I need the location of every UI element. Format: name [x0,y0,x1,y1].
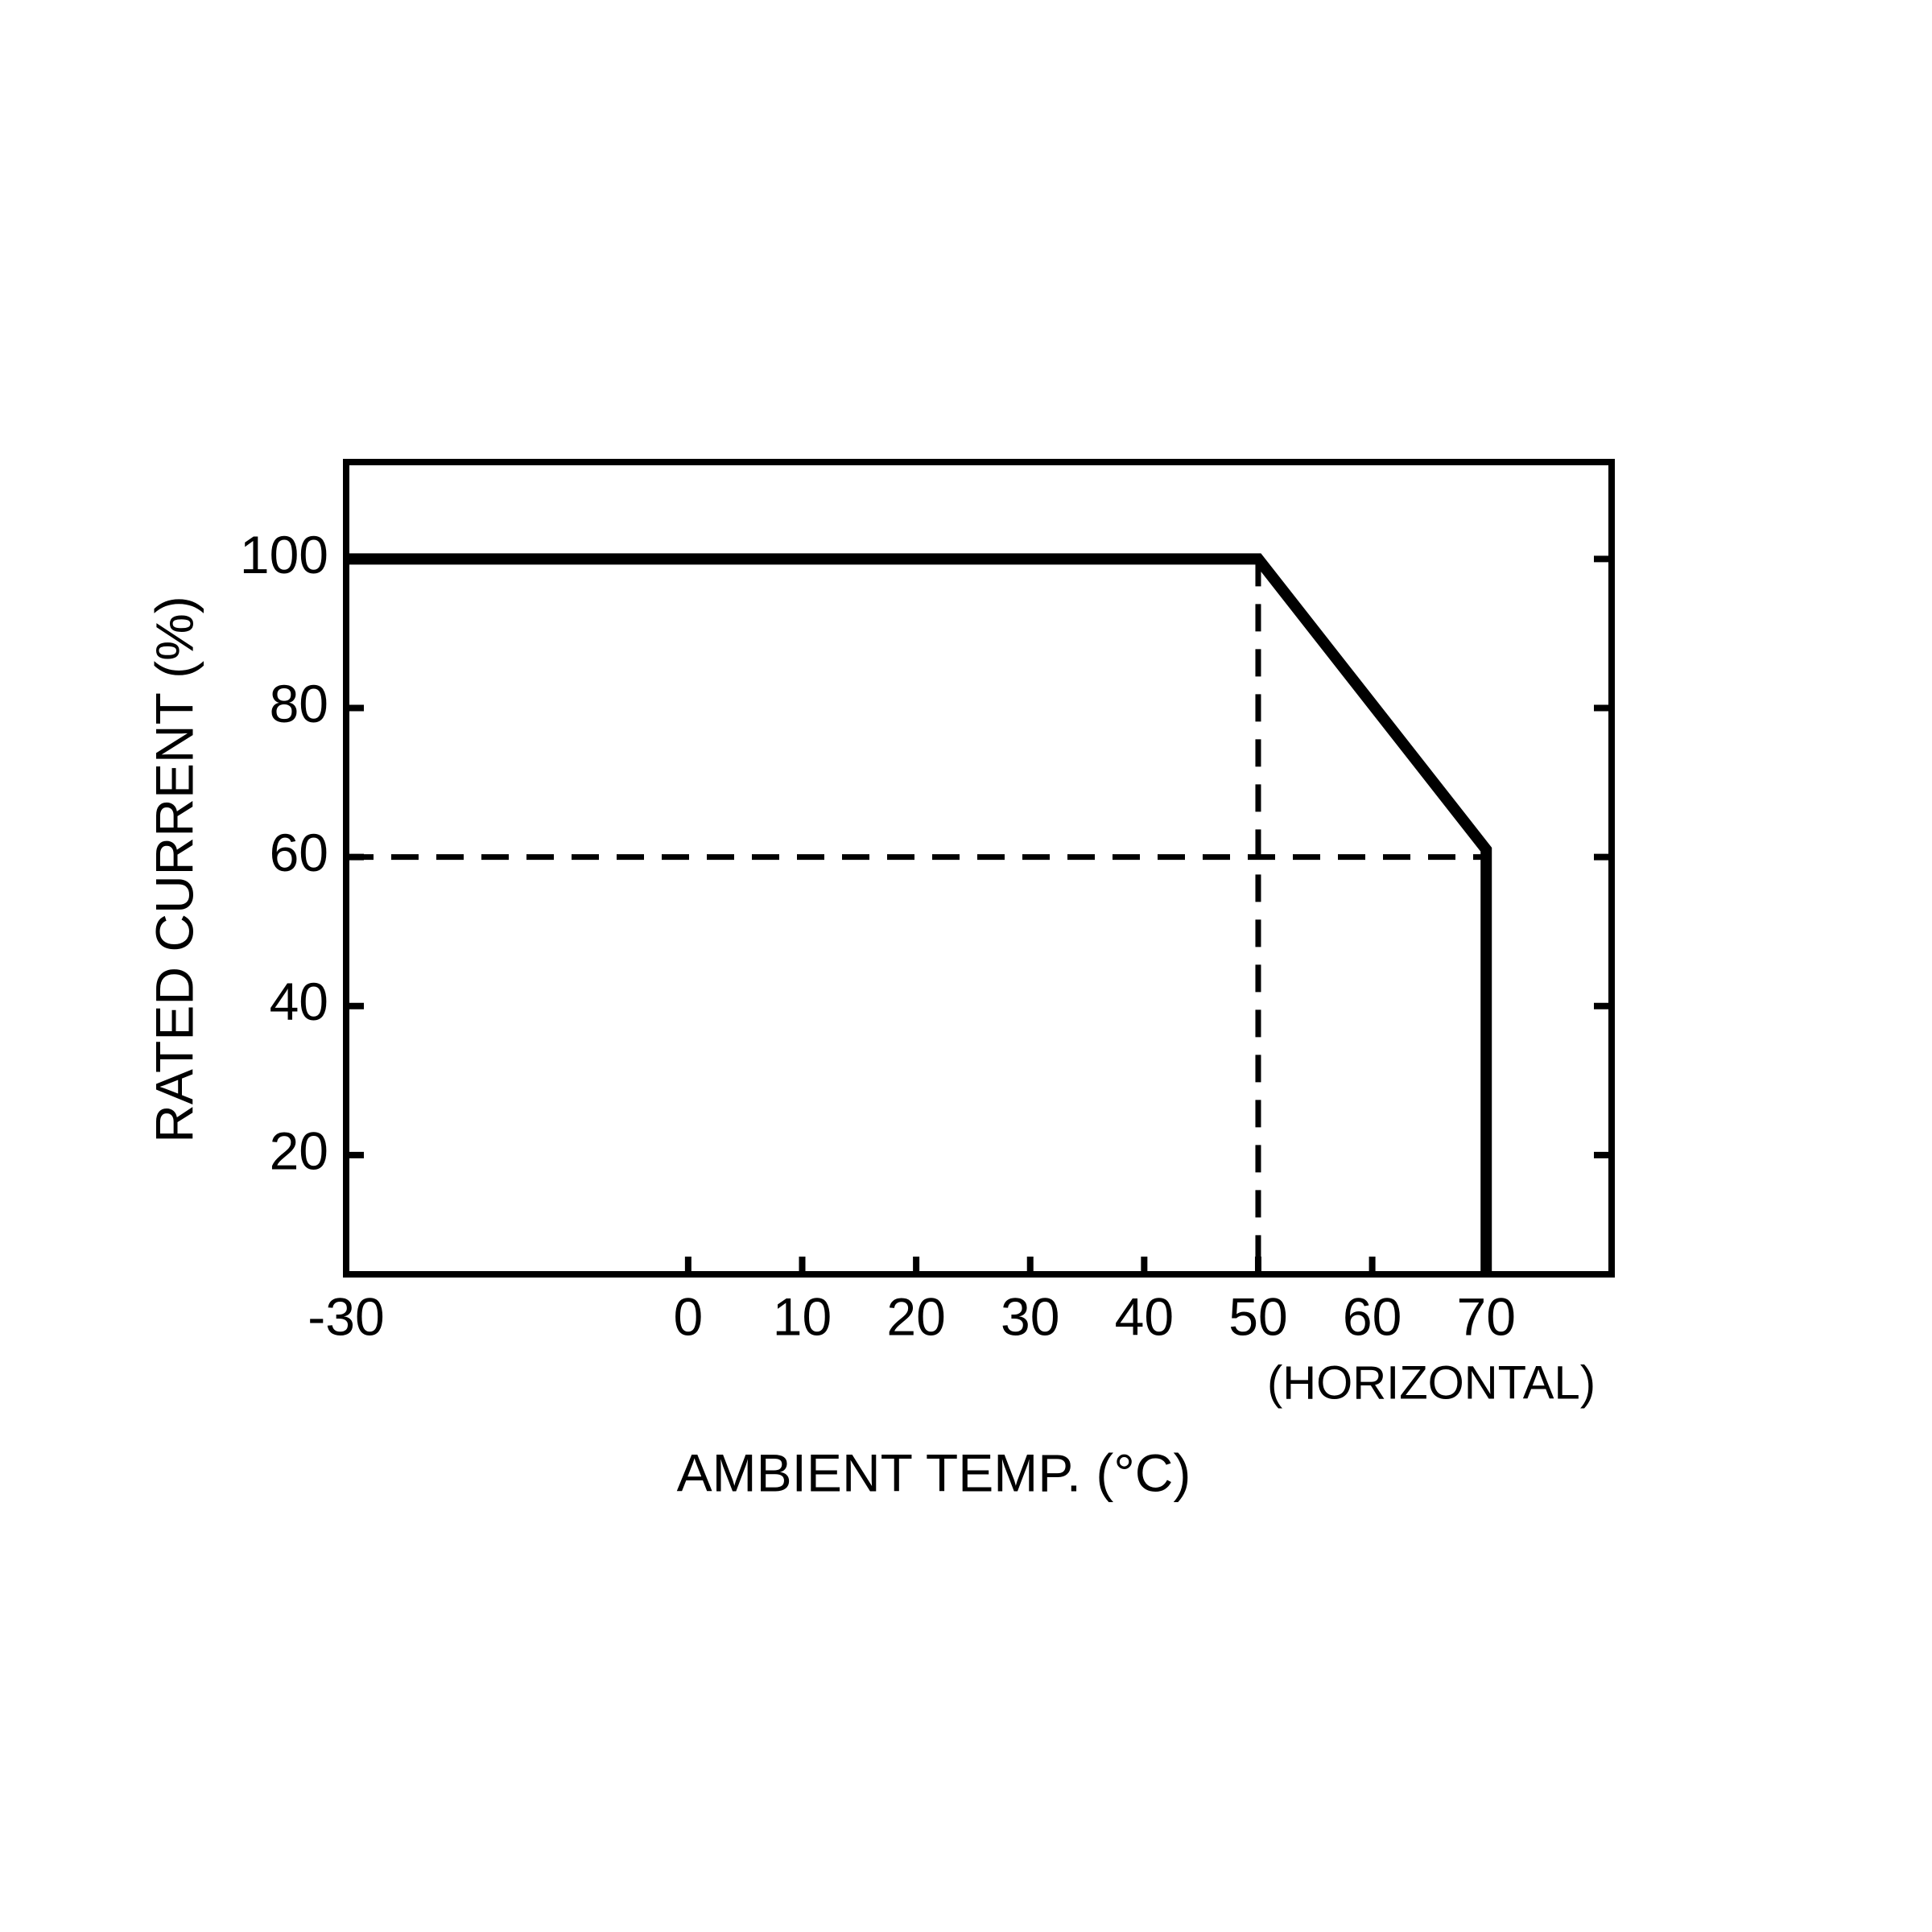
plot-frame [343,459,1615,1278]
x-tick-label: -30 [308,1286,384,1346]
y-tick-label: 20 [270,1121,328,1180]
y-tick-label: 60 [270,823,328,882]
y-tick-label: 40 [270,972,328,1031]
x-tick-label: 20 [886,1286,945,1346]
y-tick-label: 80 [270,674,328,733]
x-tick-label: 0 [674,1286,704,1346]
x-tick-label: 30 [1001,1286,1059,1346]
x-tick-label: 10 [773,1286,832,1346]
derating-line [346,553,1492,1274]
x-axis-label: AMBIENT TEMP. (°C) [677,1443,1191,1502]
annotation: (HORIZONTAL) [1267,1356,1596,1409]
x-tick-label: 50 [1228,1286,1287,1346]
x-tick-label: 40 [1115,1286,1174,1346]
x-tick-label: 60 [1343,1286,1402,1346]
y-axis-label: RATED CURRENT (%) [144,596,204,1143]
y-tick-label: 100 [240,525,328,584]
x-tick-label: 70 [1457,1286,1516,1346]
